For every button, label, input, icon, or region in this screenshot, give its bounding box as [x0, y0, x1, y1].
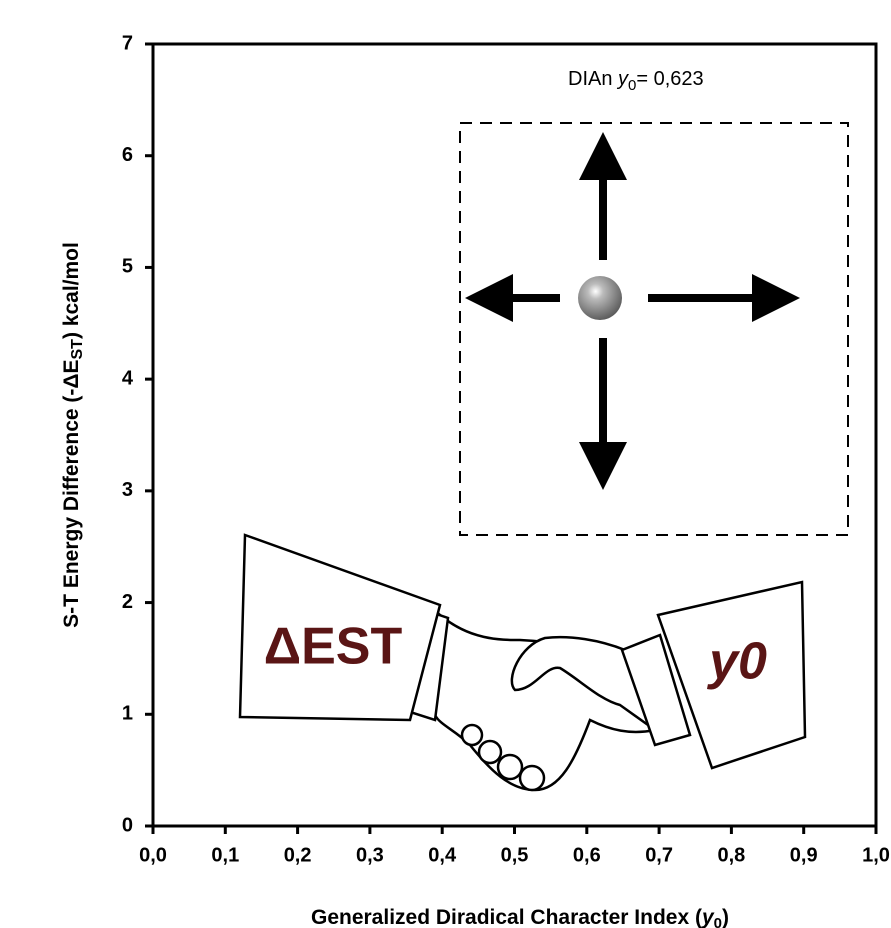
x-tick-label: 0,3: [356, 844, 384, 866]
annotation-sub: 0: [628, 77, 636, 94]
y-axis-title-text: ) kcal/mol: [60, 242, 83, 339]
x-axis-title-var: y: [701, 906, 715, 928]
y-tick-label: 1: [122, 703, 133, 725]
x-tick-label: 0,4: [428, 844, 457, 866]
dashed-box: [459, 122, 849, 536]
y-tick-label: 7: [122, 32, 133, 54]
handshake: [238, 533, 807, 792]
illustration: ΔEST y0: [238, 122, 849, 792]
y-tick-label: 6: [122, 144, 133, 166]
x-tick-label: 0,1: [211, 844, 239, 866]
x-axis-title: Generalized Diradical Character Index (y…: [311, 906, 729, 928]
x-tick-label: 0,8: [717, 844, 745, 866]
x-axis-title-text: Generalized Diradical Character Index (: [311, 906, 702, 928]
y-axis-title-text: S-T Energy Difference (-ΔE: [60, 360, 83, 628]
arrows: [465, 132, 800, 490]
x-tick-label: 0,6: [573, 844, 601, 866]
annotation-text: = 0,623: [636, 68, 703, 90]
x-tick-label: 0,9: [790, 844, 818, 866]
x-tick-label: 1,0: [862, 844, 890, 866]
x-axis-title-sub: 0: [714, 915, 722, 928]
x-tick-label: 0,0: [139, 844, 167, 866]
sphere: [578, 276, 622, 320]
x-axis-title-text: ): [722, 906, 729, 928]
y-tick-label: 5: [122, 256, 133, 278]
y-tick-label: 2: [122, 591, 133, 613]
y-axis-title: S-T Energy Difference (-ΔEST) kcal/mol: [60, 242, 87, 628]
y-tick-label: 0: [122, 814, 133, 836]
x-tick-label: 0,2: [284, 844, 312, 866]
x-tick-label: 0,5: [501, 844, 529, 866]
y-tick-label: 3: [122, 479, 133, 501]
y-tick-label: 4: [122, 367, 134, 389]
annotation-var: y: [616, 68, 629, 90]
x-tick-label: 0,7: [645, 844, 673, 866]
annotation-text: DIAn: [568, 68, 618, 90]
y-axis-title-sub: ST: [69, 339, 86, 360]
illustration-label: ΔEST: [264, 618, 403, 676]
annotation: DIAn y0= 0,623: [568, 68, 704, 94]
illustration-label: y0: [706, 633, 767, 691]
